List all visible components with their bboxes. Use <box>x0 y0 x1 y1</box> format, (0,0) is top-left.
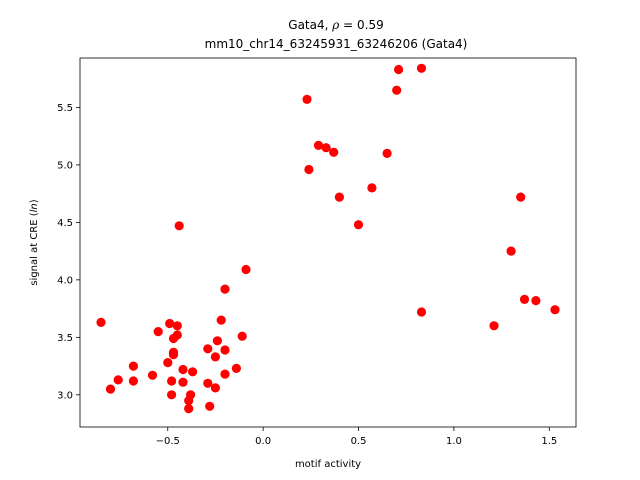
data-point-34 <box>231 363 241 373</box>
y-tick-label: 5.5 <box>57 103 73 114</box>
y-tick-label: 4.0 <box>57 275 73 286</box>
data-point-19 <box>178 377 188 387</box>
data-point-40 <box>321 143 331 153</box>
data-point-11 <box>167 376 177 386</box>
data-point-44 <box>367 183 377 193</box>
data-point-3 <box>113 375 123 385</box>
data-point-14 <box>168 350 179 360</box>
data-point-28 <box>210 352 220 362</box>
y-tick-label: 3.5 <box>57 333 73 344</box>
data-point-6 <box>147 370 158 380</box>
y-axis-ticks: 3.0 3.5 4.0 4.5 5.0 5.5 <box>57 103 80 401</box>
y-axis-label: signal at CRE (ln) <box>29 199 40 285</box>
y-tick-label: 4.5 <box>57 218 73 229</box>
x-tick-label: 0.0 <box>255 436 271 447</box>
data-point-31 <box>220 284 230 294</box>
data-point-47 <box>394 64 404 75</box>
data-point-50 <box>489 321 499 331</box>
data-point-26 <box>205 401 215 411</box>
data-point-30 <box>216 315 226 325</box>
plot-area <box>79 57 577 428</box>
data-point-36 <box>241 264 251 275</box>
data-point-25 <box>203 378 213 388</box>
data-point-45 <box>382 148 392 158</box>
data-point-2 <box>105 384 116 394</box>
data-point-24 <box>203 344 213 354</box>
data-points <box>96 63 560 414</box>
data-point-46 <box>392 85 402 95</box>
chart-title-stat: 0.59 <box>357 18 384 32</box>
data-point-1 <box>96 317 106 327</box>
data-point-54 <box>531 296 541 306</box>
data-point-33 <box>220 369 230 379</box>
data-point-7 <box>153 327 163 337</box>
x-tick-label: 1.5 <box>541 436 557 447</box>
data-point-29 <box>212 336 222 346</box>
data-point-43 <box>353 220 364 230</box>
data-point-48 <box>416 307 427 317</box>
data-point-55 <box>550 305 560 315</box>
data-point-5 <box>128 376 138 386</box>
data-point-16 <box>172 321 182 331</box>
x-tick-label: −0.5 <box>156 436 180 447</box>
data-point-41 <box>329 147 339 157</box>
data-point-51 <box>506 246 516 256</box>
y-tick-label: 3.0 <box>57 390 73 401</box>
axes-frame <box>79 57 577 428</box>
data-point-10 <box>167 390 177 400</box>
data-point-4 <box>128 361 138 371</box>
chart-title: Gata4, ρ = 0.59 <box>288 18 383 32</box>
data-point-9 <box>165 318 175 329</box>
data-point-52 <box>516 192 526 202</box>
plot-background <box>80 58 576 427</box>
data-point-17 <box>174 221 184 231</box>
chart-subtitle: mm10_chr14_63245931_63246206 (Gata4) <box>205 37 468 51</box>
data-point-53 <box>519 294 530 304</box>
data-point-42 <box>334 192 344 202</box>
data-point-49 <box>416 63 427 73</box>
data-point-21 <box>184 404 194 414</box>
x-tick-label: 1.0 <box>446 436 462 447</box>
data-point-8 <box>163 358 173 368</box>
x-axis-ticks: −0.5 0.0 0.5 1.0 1.5 <box>156 427 557 447</box>
chart-title-gene: Gata4 <box>288 18 324 32</box>
data-point-37 <box>302 94 312 104</box>
x-tick-label: 0.5 <box>351 436 367 447</box>
data-point-38 <box>304 164 314 175</box>
x-axis-label: motif activity <box>295 459 361 470</box>
y-tick-label: 5.0 <box>57 160 73 171</box>
data-point-32 <box>220 345 230 355</box>
data-point-35 <box>237 331 247 341</box>
data-point-39 <box>313 140 324 150</box>
data-point-15 <box>172 330 182 340</box>
data-point-18 <box>178 364 188 375</box>
data-point-22 <box>186 390 196 400</box>
data-point-27 <box>210 383 220 393</box>
data-point-23 <box>188 367 198 377</box>
